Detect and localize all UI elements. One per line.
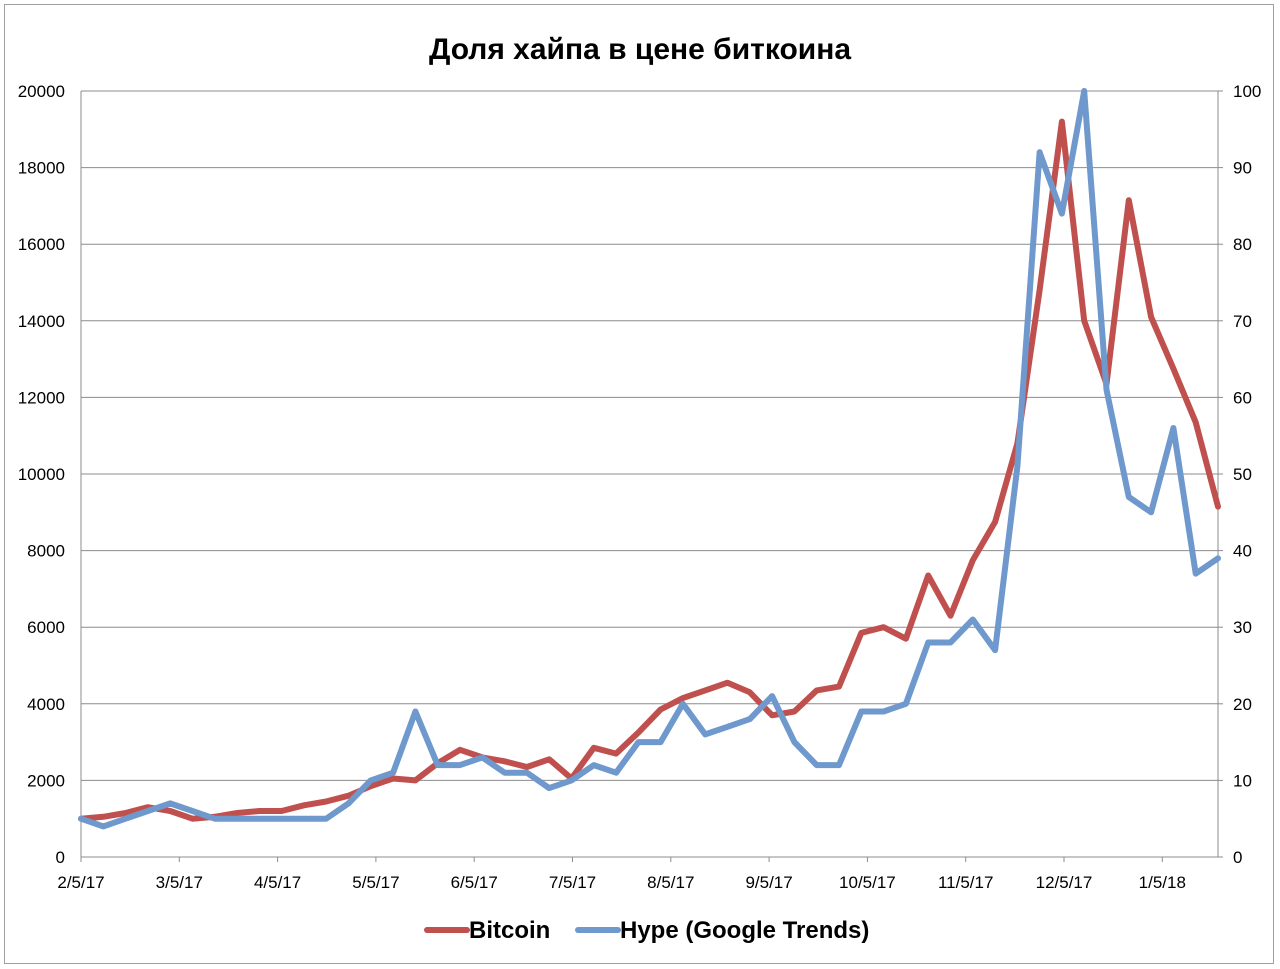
x-tick-label: 4/5/17 bbox=[254, 873, 301, 892]
x-tick-label: 1/5/18 bbox=[1139, 873, 1186, 892]
right-tick-label: 100 bbox=[1233, 82, 1261, 101]
right-tick-label: 40 bbox=[1233, 542, 1252, 561]
x-tick-label: 8/5/17 bbox=[647, 873, 694, 892]
series-line-hype bbox=[78, 88, 1221, 830]
x-tick-label: 11/5/17 bbox=[938, 873, 993, 892]
left-tick-label: 20000 bbox=[18, 82, 65, 101]
x-tick-label: 7/5/17 bbox=[549, 873, 596, 892]
left-tick-label: 18000 bbox=[18, 159, 65, 178]
chart-title: Доля хайпа в цене биткоина bbox=[429, 33, 851, 66]
left-tick-label: 12000 bbox=[18, 388, 65, 407]
legend: Bitcoin Hype (Google Trends) bbox=[424, 917, 869, 944]
left-tick-label: 4000 bbox=[27, 695, 65, 714]
series-line-bitcoin bbox=[78, 118, 1221, 822]
right-tick-label: 20 bbox=[1233, 695, 1252, 714]
right-tick-label: 10 bbox=[1233, 771, 1252, 790]
x-tick-label: 6/5/17 bbox=[451, 873, 498, 892]
x-tick-label: 5/5/17 bbox=[352, 873, 399, 892]
chart-frame: Доля хайпа в цене биткоина 0 2000 4000 6000… bbox=[4, 4, 1274, 964]
x-tick-label: 10/5/17 bbox=[839, 873, 896, 892]
grid-lines bbox=[81, 90, 1218, 781]
left-tick-label: 0 bbox=[56, 848, 65, 867]
left-tick-label: 8000 bbox=[27, 542, 65, 561]
right-tick-label: 60 bbox=[1233, 388, 1252, 407]
x-tick-label: 12/5/17 bbox=[1036, 873, 1093, 892]
x-tick-label: 9/5/17 bbox=[745, 873, 792, 892]
left-tick-label: 2000 bbox=[27, 771, 65, 790]
series-lines bbox=[78, 88, 1221, 830]
left-tick-label: 16000 bbox=[18, 235, 65, 254]
x-tick-label: 2/5/17 bbox=[57, 873, 104, 892]
right-tick-label: 0 bbox=[1233, 848, 1242, 867]
right-tick-label: 50 bbox=[1233, 465, 1252, 484]
right-tick-label: 70 bbox=[1233, 312, 1252, 331]
chart-canvas: Доля хайпа в цене биткоина 0200040006000… bbox=[18, 33, 1262, 944]
right-tick-label: 90 bbox=[1233, 159, 1252, 178]
x-axis-tick-labels: 2/5/17 3/5/17 4/5/17 5/5/17 6/5/17 7/5/17 8/5/… bbox=[57, 873, 1186, 892]
right-tick-label: 30 bbox=[1233, 618, 1252, 637]
x-tick-label: 3/5/17 bbox=[156, 873, 203, 892]
left-axis-tick-labels: 0 2000 4000 6000 8000 10000 12000 14000 16000 180… bbox=[18, 82, 65, 867]
right-axis-tick-labels: 0 10 20 30 40 50 60 70 80 90 100 bbox=[1233, 82, 1261, 867]
legend-label: Bitcoin bbox=[469, 917, 550, 944]
left-tick-label: 6000 bbox=[27, 618, 65, 637]
left-tick-label: 14000 bbox=[18, 312, 65, 331]
legend-label: Hype (Google Trends) bbox=[620, 917, 869, 944]
left-tick-label: 10000 bbox=[18, 465, 65, 484]
axes bbox=[80, 90, 1223, 862]
right-tick-label: 80 bbox=[1233, 235, 1252, 254]
